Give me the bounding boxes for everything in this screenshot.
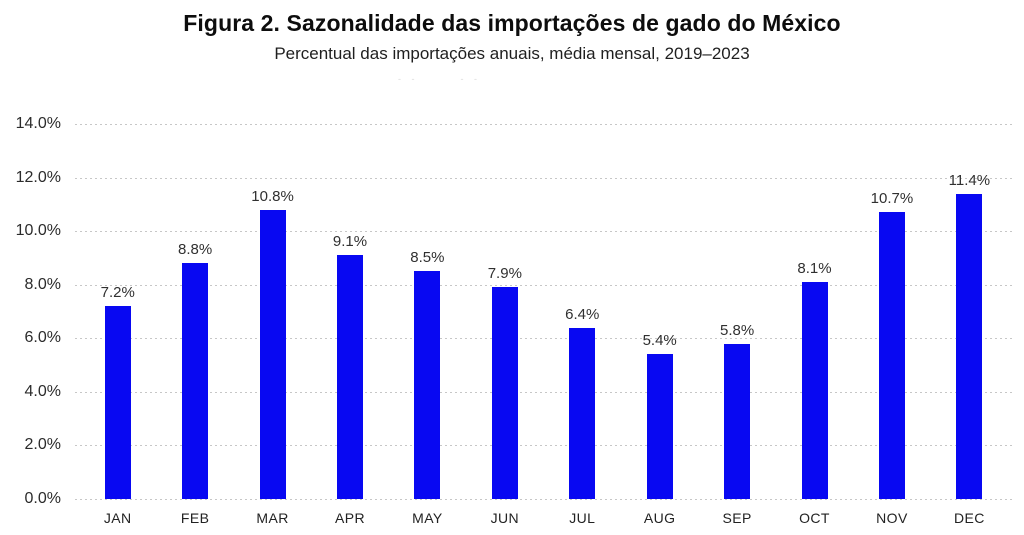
bar-column: 6.4% (544, 124, 621, 499)
chart-title: Figura 2. Sazonalidade das importações d… (183, 10, 841, 36)
bar-value-label: 7.2% (100, 284, 135, 302)
bar-column: 7.2% (79, 124, 156, 499)
x-axis-label: OCT (799, 510, 830, 526)
bar (724, 343, 751, 499)
bar-value-label: 5.8% (719, 321, 755, 339)
gridline (75, 499, 1012, 500)
x-axis-label: APR (334, 510, 365, 526)
bar-value-label: 10.7% (870, 190, 914, 208)
bar-column: 5.8% (698, 124, 775, 499)
bar (104, 306, 131, 499)
cropped-text-artifact: - - - - (398, 74, 481, 84)
gridline (75, 284, 1012, 286)
y-axis-tick-label: 2.0% (24, 436, 61, 454)
gridline (75, 445, 1012, 447)
gridline (75, 177, 1012, 179)
bar-value-label: 11.4% (948, 171, 991, 189)
bar-column: 10.7% (853, 124, 930, 499)
bar (646, 354, 673, 499)
bars-row: 7.2% 8.8% 10.8% 9.1% 8.5% 7.9% 6.4% 5.4% 5.8% 8.1… (79, 124, 1008, 499)
x-axis-label: JAN (103, 510, 132, 526)
bar (414, 271, 441, 499)
bar (956, 193, 983, 499)
y-axis-tick-label: 4.0% (24, 382, 61, 400)
bar-column: 8.5% (389, 124, 466, 499)
bar-value-label: 6.4% (565, 305, 600, 323)
x-axis-label: DEC (953, 510, 985, 526)
bar-value-label: 9.1% (332, 233, 368, 251)
x-axis-label: FEB (180, 510, 210, 526)
bar (569, 327, 596, 499)
bar (259, 209, 286, 499)
bar-value-label: 8.8% (178, 241, 213, 259)
bar (182, 263, 209, 499)
gridline (75, 391, 1012, 393)
bar (878, 212, 905, 499)
month-labels-row: JAN FEB MAR APR MAY JUN JUL AUG SEP OCT NOV DEC (79, 510, 1008, 526)
x-axis-label: JUN (490, 510, 520, 526)
y-axis-tick-label: 14.0% (15, 115, 61, 132)
bar-column: 9.1% (311, 124, 388, 499)
x-axis-label: MAY (412, 510, 443, 526)
y-axis-tick-label: 12.0% (15, 168, 61, 186)
y-axis-tick-label: 0.0% (24, 490, 61, 507)
x-axis-label: NOV (876, 510, 908, 526)
bar-value-label: 10.8% (251, 187, 294, 205)
x-axis-label: JUL (569, 510, 596, 526)
y-axis-tick-label: 10.0% (15, 222, 61, 240)
bar-value-label: 8.5% (410, 249, 445, 267)
chart-header: Figura 2. Sazonalidade das importações d… (0, 10, 1024, 64)
bar-value-label: 8.1% (797, 260, 832, 278)
y-axis-tick-label: 6.0% (24, 329, 61, 347)
bar-column: 11.4% (931, 124, 1008, 499)
x-axis-label: AUG (643, 510, 676, 526)
bar (336, 255, 363, 499)
chart-subtitle: Percentual das importações anuais, média… (274, 44, 750, 63)
gridline (75, 338, 1012, 340)
bar (491, 287, 518, 499)
gridline (75, 124, 1012, 125)
y-axis-tick-label: 8.0% (24, 275, 61, 293)
plot-area: 7.2% 8.8% 10.8% 9.1% 8.5% 7.9% 6.4% 5.4% 5.8% 8.1… (16, 115, 1012, 526)
bar-value-label: 7.9% (487, 265, 522, 283)
bar-value-label: 5.4% (642, 332, 677, 350)
bar-column: 8.1% (776, 124, 853, 499)
bar-column: 8.8% (156, 124, 233, 499)
artifact-mark: - - (460, 74, 481, 84)
bar-column: 5.4% (621, 124, 698, 499)
x-axis-label: MAR (256, 510, 289, 526)
artifact-mark: - - (398, 74, 419, 84)
bar-column: 7.9% (466, 124, 543, 499)
x-axis-label: SEP (722, 510, 752, 526)
bar-column: 10.8% (234, 124, 311, 499)
gridline (75, 231, 1012, 233)
bar (801, 282, 828, 499)
